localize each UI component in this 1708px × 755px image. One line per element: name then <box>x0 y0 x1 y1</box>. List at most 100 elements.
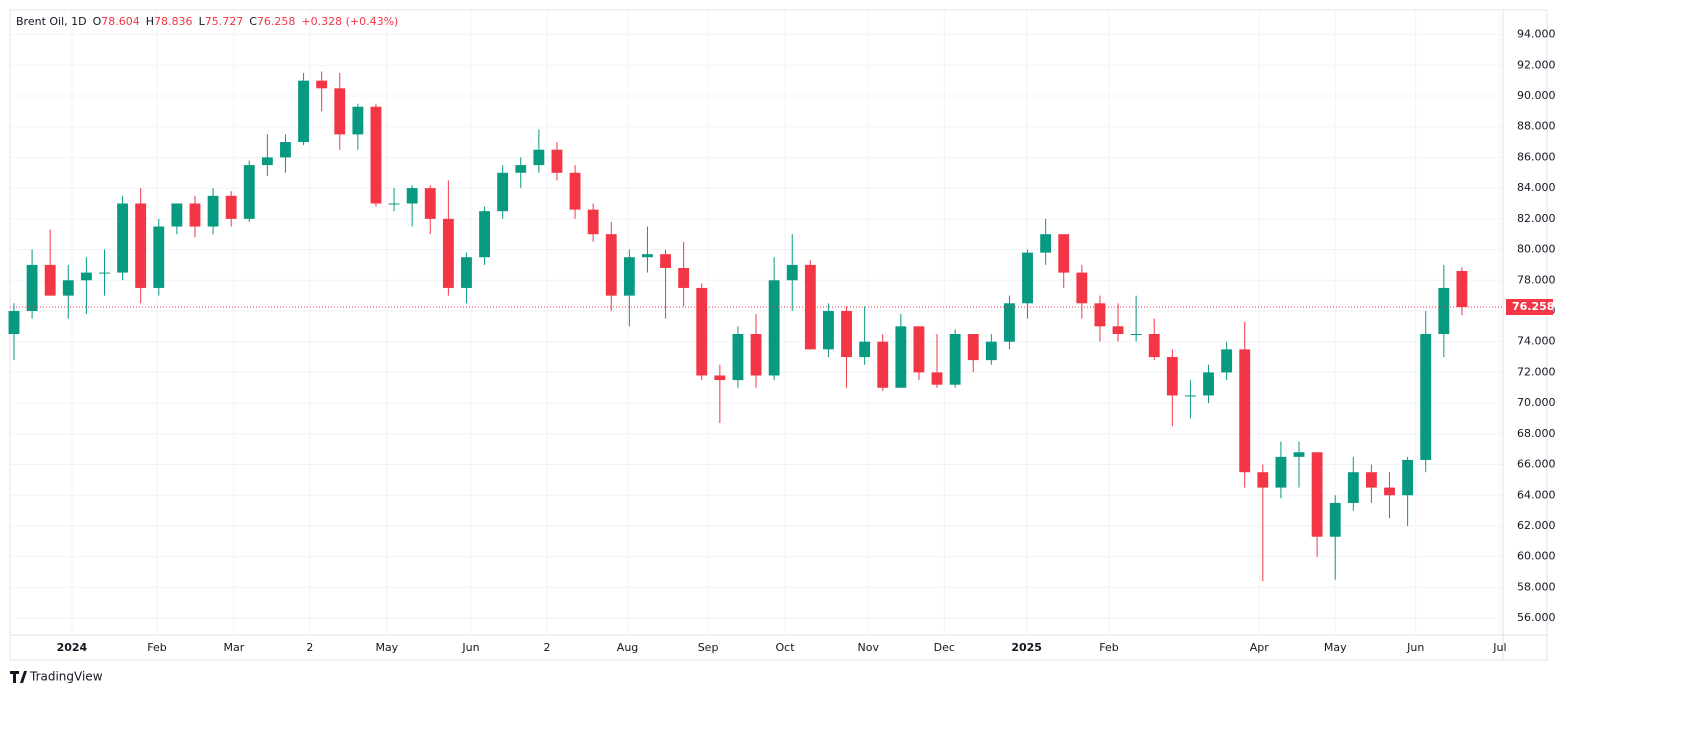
ohlc-value: 78.836 <box>154 15 193 28</box>
x-tick-label: Jun <box>461 641 479 654</box>
ohlc-letter: O <box>93 15 102 28</box>
x-tick-label: Feb <box>147 641 166 654</box>
candle-body <box>551 149 563 173</box>
y-tick-label: 86.000 <box>1517 150 1556 163</box>
candle-body <box>153 226 165 288</box>
y-tick-label: 92.000 <box>1517 58 1556 71</box>
candle-body <box>877 341 889 388</box>
candle-body <box>8 310 20 335</box>
candle-body <box>261 157 273 166</box>
x-tick-label: 2 <box>306 641 313 654</box>
change: +0.328 (+0.43%) <box>301 15 398 28</box>
candle-body <box>461 257 472 288</box>
candle-body <box>823 310 834 350</box>
symbol: Brent Oil, 1D <box>16 15 87 28</box>
candle-body <box>1311 452 1323 537</box>
ohlc-value: 78.604 <box>101 15 140 28</box>
y-tick-label: 80.000 <box>1517 243 1556 256</box>
y-tick-label: 82.000 <box>1517 212 1556 225</box>
ohlc-value: 75.727 <box>205 15 244 28</box>
candle-body <box>316 80 328 89</box>
candle-body <box>1058 234 1070 273</box>
candle-body <box>171 203 183 227</box>
candle-body <box>1130 334 1142 336</box>
candle-body <box>1022 252 1033 304</box>
candle-body <box>99 272 110 274</box>
candle-body <box>80 272 92 281</box>
last-price-tag <box>1506 299 1553 316</box>
candle-body <box>1384 487 1395 496</box>
candle-body <box>859 341 871 358</box>
x-tick-label: 2 <box>544 641 551 654</box>
candle-body <box>678 267 690 288</box>
candle-body <box>225 195 237 219</box>
candle-body <box>967 334 979 361</box>
candle-body <box>1456 270 1468 308</box>
candle-body <box>135 203 147 288</box>
candle-body <box>334 88 346 135</box>
candle-body <box>569 172 581 210</box>
candle-body <box>949 334 961 385</box>
y-tick-label: 94.000 <box>1517 28 1556 41</box>
y-tick-label: 68.000 <box>1517 427 1556 440</box>
x-tick-label: 2025 <box>1011 641 1042 654</box>
candle-body <box>985 341 997 361</box>
candle-body <box>660 254 671 268</box>
y-tick-label: 60.000 <box>1517 550 1556 563</box>
last-price-label: 76.258 <box>1512 300 1554 313</box>
candle-body <box>1257 472 1269 488</box>
candle-body <box>804 264 816 350</box>
candle-body <box>913 326 925 373</box>
y-tick-label: 74.000 <box>1517 335 1556 348</box>
labels: 56.000 58.000 60.000 62.000 64.000 66.000 68.0… <box>57 28 1556 654</box>
candle-body <box>280 142 291 158</box>
candle-body <box>243 165 255 219</box>
candle-body <box>298 80 309 143</box>
y-tick-label: 72.000 <box>1517 365 1556 378</box>
candle-body <box>479 211 490 258</box>
ohlc-letter: H <box>146 15 154 28</box>
candle-body <box>1076 272 1088 304</box>
ohlc: O78.604 H78.836 L75.727 C76.258 +0.328 (+0.4… <box>93 15 399 28</box>
x-tick-label: Mar <box>224 641 245 654</box>
x-tick-label: May <box>375 641 398 654</box>
candle-body <box>1040 234 1052 253</box>
candle-body <box>497 172 509 212</box>
x-tick-label: 2024 <box>57 641 88 654</box>
y-tick-label: 58.000 <box>1517 580 1556 593</box>
candle-body <box>587 209 599 235</box>
x-tick-label: Feb <box>1099 641 1118 654</box>
candle-body <box>931 372 943 385</box>
candle-body <box>1329 502 1341 537</box>
x-tick-label: Apr <box>1250 641 1270 654</box>
candle-body <box>623 257 635 296</box>
candle-body <box>1293 452 1305 457</box>
candle-body <box>768 280 780 376</box>
candle-body <box>786 264 798 281</box>
y-tick-label: 56.000 <box>1517 611 1556 624</box>
x-tick-label: Sep <box>698 641 719 654</box>
x-tick-label: Oct <box>775 641 795 654</box>
y-tick-label: 62.000 <box>1517 519 1556 532</box>
candle-body <box>117 203 129 273</box>
x-tick-label: Nov <box>858 641 880 654</box>
candle-body <box>1365 472 1377 488</box>
candle-body <box>732 334 744 381</box>
candle-body <box>696 287 708 376</box>
candle-body <box>1347 472 1359 503</box>
candle-body <box>62 280 74 296</box>
x-tick-label: Jul <box>1492 641 1506 654</box>
y-tick-label: 78.000 <box>1517 273 1556 286</box>
candle-body <box>1004 303 1015 342</box>
x-tick-label: Jun <box>1406 641 1424 654</box>
y-tick-label: 64.000 <box>1517 488 1556 501</box>
x-tick-label: Aug <box>617 641 638 654</box>
candle-body <box>1184 395 1196 397</box>
brand: TradingView <box>29 670 103 684</box>
y-tick-label: 70.000 <box>1517 396 1556 409</box>
x-tick-label: May <box>1324 641 1347 654</box>
candle-body <box>1275 456 1287 488</box>
candle-body <box>1239 349 1251 473</box>
candle-body <box>44 264 56 296</box>
